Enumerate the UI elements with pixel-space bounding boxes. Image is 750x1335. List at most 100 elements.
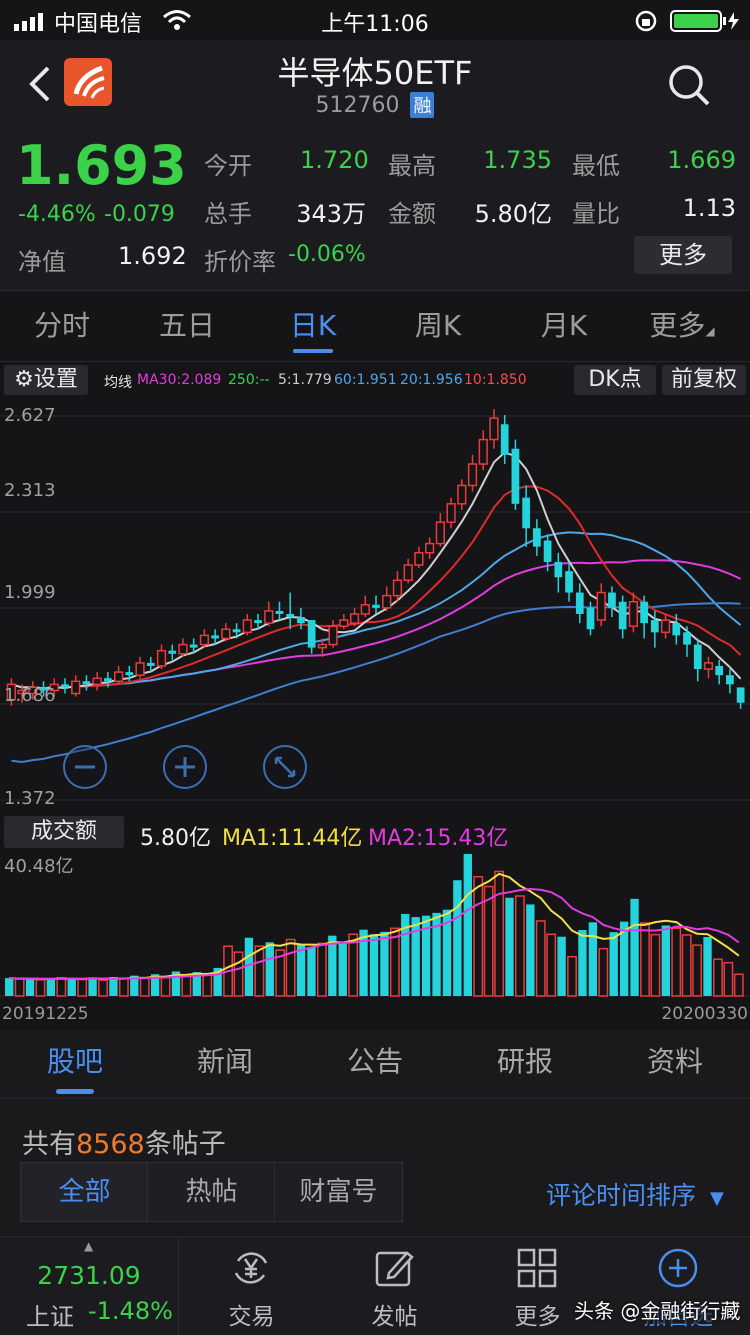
candle-body	[392, 579, 403, 597]
signal-icon	[14, 12, 50, 31]
date-axis: 20191225 20200330	[0, 1002, 750, 1026]
candle-body	[178, 643, 188, 655]
turnover-label: 金额	[388, 200, 436, 228]
candle-body	[683, 632, 691, 645]
volume-bar	[130, 975, 139, 996]
turnover-indicator-button[interactable]: 成交额	[4, 816, 124, 848]
index-value: 2731.09	[37, 1261, 141, 1290]
candle-body	[168, 650, 177, 654]
tab-intraday[interactable]: 分时	[33, 309, 90, 342]
candle-body	[489, 417, 499, 441]
candle-body	[264, 610, 274, 624]
y-tick-4: 1.372	[4, 788, 56, 809]
volume-bar	[359, 929, 368, 996]
tab-profile[interactable]: 资料	[646, 1045, 703, 1078]
tab-weekly-k[interactable]: 周K	[414, 309, 462, 342]
volume-bar	[619, 921, 629, 996]
fullscreen-icon[interactable]	[262, 744, 308, 794]
chart-settings-button[interactable]: ⚙设置	[4, 365, 88, 395]
moving-average-bar: ⚙设置 均线 MA30:2.089 250:-- 5:1.779 60:1.95…	[0, 362, 750, 398]
candle-body	[500, 424, 509, 455]
volume-bar	[557, 936, 566, 996]
volume-chart[interactable]: 40.48亿	[0, 850, 750, 1000]
turnover-ma2: MA2:15.43亿	[368, 826, 509, 851]
nav-trade-label: 交易	[228, 1304, 275, 1330]
volume-bar	[296, 944, 306, 996]
dk-point-button[interactable]: DK点	[574, 365, 656, 395]
volume-bar	[442, 909, 452, 996]
turnover-value: 5.80亿	[474, 200, 552, 228]
turnover-ma1: MA1:11.44亿	[222, 826, 363, 851]
y-tick-1: 2.313	[4, 480, 56, 501]
change-amount: -0.079	[104, 202, 175, 227]
nav-trade[interactable]: 交易	[180, 1237, 323, 1335]
candle-body	[317, 643, 327, 649]
volume-label: 总手	[204, 200, 252, 228]
candle-body	[113, 671, 124, 683]
index-ticker[interactable]: ▲ 2731.09 上证 -1.48%	[0, 1237, 179, 1335]
discount-label: 折价率	[204, 248, 276, 276]
clock: 上午11:06	[321, 12, 429, 37]
price-adjust-button[interactable]: 前复权	[662, 365, 746, 395]
orientation-lock-icon	[634, 9, 658, 39]
tab-five-day[interactable]: 五日	[158, 309, 215, 342]
candle-body	[554, 561, 563, 578]
sort-dropdown[interactable]: 评论时间排序 ▼	[546, 1176, 724, 1212]
candle-body	[349, 613, 360, 624]
volume-bar	[473, 875, 484, 997]
zoom-in-icon[interactable]	[162, 744, 208, 794]
quote-panel: 1.693 -4.46% -0.079 净值 1.692 今开 1.720 最高…	[0, 130, 750, 290]
volume-svg	[0, 854, 750, 997]
search-icon[interactable]	[666, 62, 712, 112]
tab-research[interactable]: 研报	[496, 1045, 553, 1078]
y-tick-2: 1.999	[4, 582, 56, 603]
tab-monthly-k[interactable]: 月K	[540, 309, 588, 342]
filter-all[interactable]: 全部	[20, 1162, 149, 1222]
tab-announcements[interactable]: 公告	[346, 1045, 403, 1078]
volume-bar	[338, 942, 347, 996]
more-quote-button[interactable]: 更多	[634, 236, 732, 274]
nav-more[interactable]: 更多	[466, 1237, 609, 1335]
volume-bar	[233, 951, 244, 997]
volume-bar	[463, 854, 472, 996]
tab-news[interactable]: 新闻	[196, 1045, 253, 1078]
volume-bar	[432, 912, 441, 996]
volume-bar	[588, 922, 598, 996]
grid-icon	[517, 1248, 557, 1288]
tab-more-periods[interactable]: 更多◢	[622, 291, 742, 361]
low-label: 最低	[572, 152, 620, 180]
candle-body	[425, 542, 435, 554]
filter-hot[interactable]: 热帖	[147, 1162, 276, 1222]
stock-code-row: 512760 融	[0, 92, 750, 118]
candle-body	[286, 613, 295, 618]
volume-bar	[483, 885, 494, 997]
volume-bar	[150, 974, 160, 996]
candlestick-chart[interactable]: 2.627 2.313 1.999 1.686 1.372	[0, 400, 750, 812]
stock-header: 半导体50ETF 512760 融	[0, 40, 750, 130]
volume-bar	[578, 930, 587, 996]
tab-forum[interactable]: 股吧	[0, 1030, 150, 1098]
nav-post[interactable]: 发帖	[323, 1237, 466, 1335]
tab-daily-k[interactable]: 日K	[253, 291, 373, 361]
volume-bar	[88, 977, 97, 996]
candle-body	[199, 634, 210, 646]
volume-bar	[202, 974, 213, 997]
volume-bar	[526, 904, 535, 996]
ma5-line	[11, 451, 742, 690]
candle-body	[307, 620, 316, 648]
high-label: 最高	[388, 152, 436, 180]
nav-post-label: 发帖	[371, 1304, 418, 1330]
candle-body	[328, 625, 338, 646]
back-arrow-icon[interactable]	[26, 64, 52, 108]
candle-body	[135, 662, 145, 676]
ma10-line	[11, 485, 742, 690]
candle-body	[640, 601, 648, 624]
stock-title: 半导体50ETF	[277, 54, 473, 92]
zoom-out-icon[interactable]	[62, 744, 108, 794]
volume-bar	[35, 979, 46, 997]
volume-bar	[316, 942, 327, 997]
candle-body	[457, 484, 467, 505]
filter-wealth[interactable]: 财富号	[274, 1162, 403, 1222]
volume-bar	[630, 898, 639, 996]
volume-bar	[192, 972, 201, 996]
